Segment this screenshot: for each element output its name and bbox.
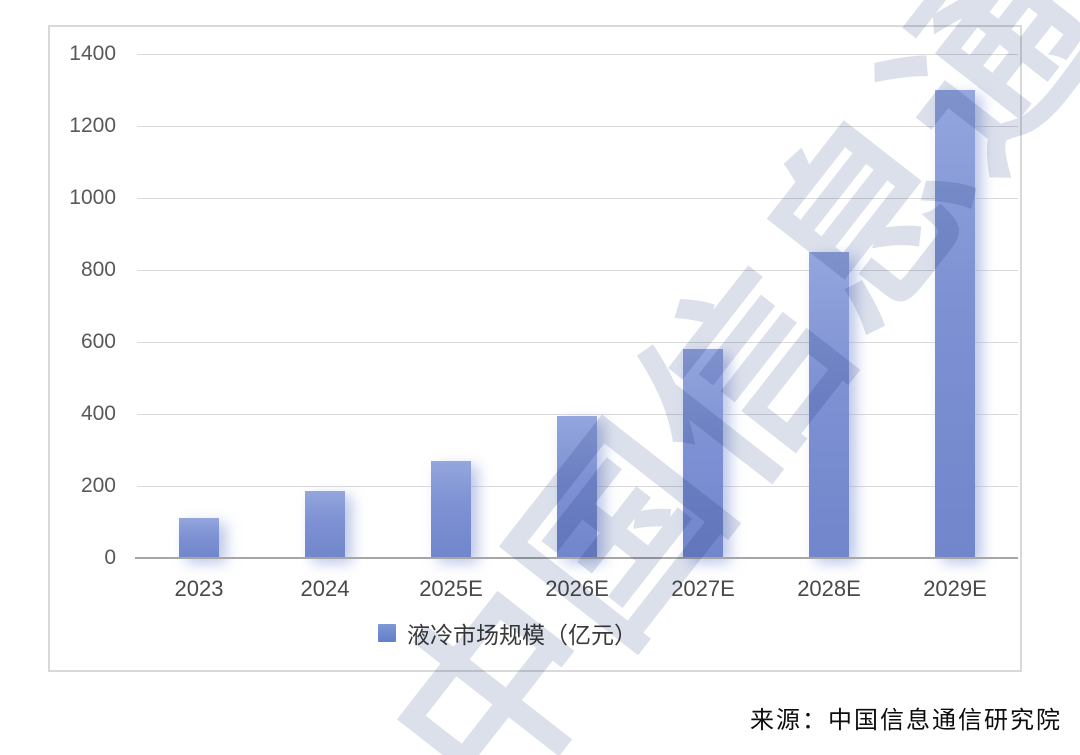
- gridline: [137, 270, 1018, 271]
- legend-swatch-icon: [378, 624, 396, 642]
- y-tick-label: 1400: [69, 42, 116, 65]
- y-tick-label: 1200: [69, 114, 116, 137]
- x-tick-label: 2028E: [797, 576, 861, 601]
- bar-2024: [305, 491, 345, 558]
- x-tick-label: 2027E: [671, 576, 735, 601]
- y-tick-label: 400: [80, 402, 116, 425]
- gridline: [137, 414, 1018, 415]
- bar-2023: [179, 518, 219, 558]
- gridline: [137, 54, 1018, 55]
- gridline: [137, 126, 1018, 127]
- source-caption: 来源：中国信息通信研究院: [750, 708, 1062, 734]
- bar-2027E: [683, 349, 723, 558]
- gridline: [137, 198, 1018, 199]
- bar-2025E: [431, 460, 471, 558]
- bar-2028E: [809, 252, 849, 558]
- y-tick-label: 600: [80, 330, 116, 353]
- y-tick-label: 200: [80, 474, 116, 497]
- y-tick-label: 1000: [69, 186, 116, 209]
- gridline: [137, 342, 1018, 343]
- y-tick-label: 800: [80, 258, 116, 281]
- x-tick-label: 2023: [174, 576, 224, 601]
- x-tick-label: 2025E: [419, 576, 483, 601]
- x-tick-label: 2029E: [923, 576, 987, 601]
- x-tick-label: 2026E: [545, 576, 609, 601]
- bar-2029E: [935, 90, 975, 558]
- y-tick-label: 0: [104, 546, 116, 569]
- legend-label: 液冷市场规模（亿元）: [407, 622, 637, 648]
- x-tick-label: 2024: [300, 576, 350, 601]
- chart-panel: 0 200 400 600 800 1000 1200 1400 2023 2024 2025E 2…: [48, 25, 1022, 672]
- legend: 液冷市场规模（亿元）: [378, 619, 637, 648]
- x-axis-line: [135, 557, 1018, 559]
- bar-2026E: [557, 415, 597, 558]
